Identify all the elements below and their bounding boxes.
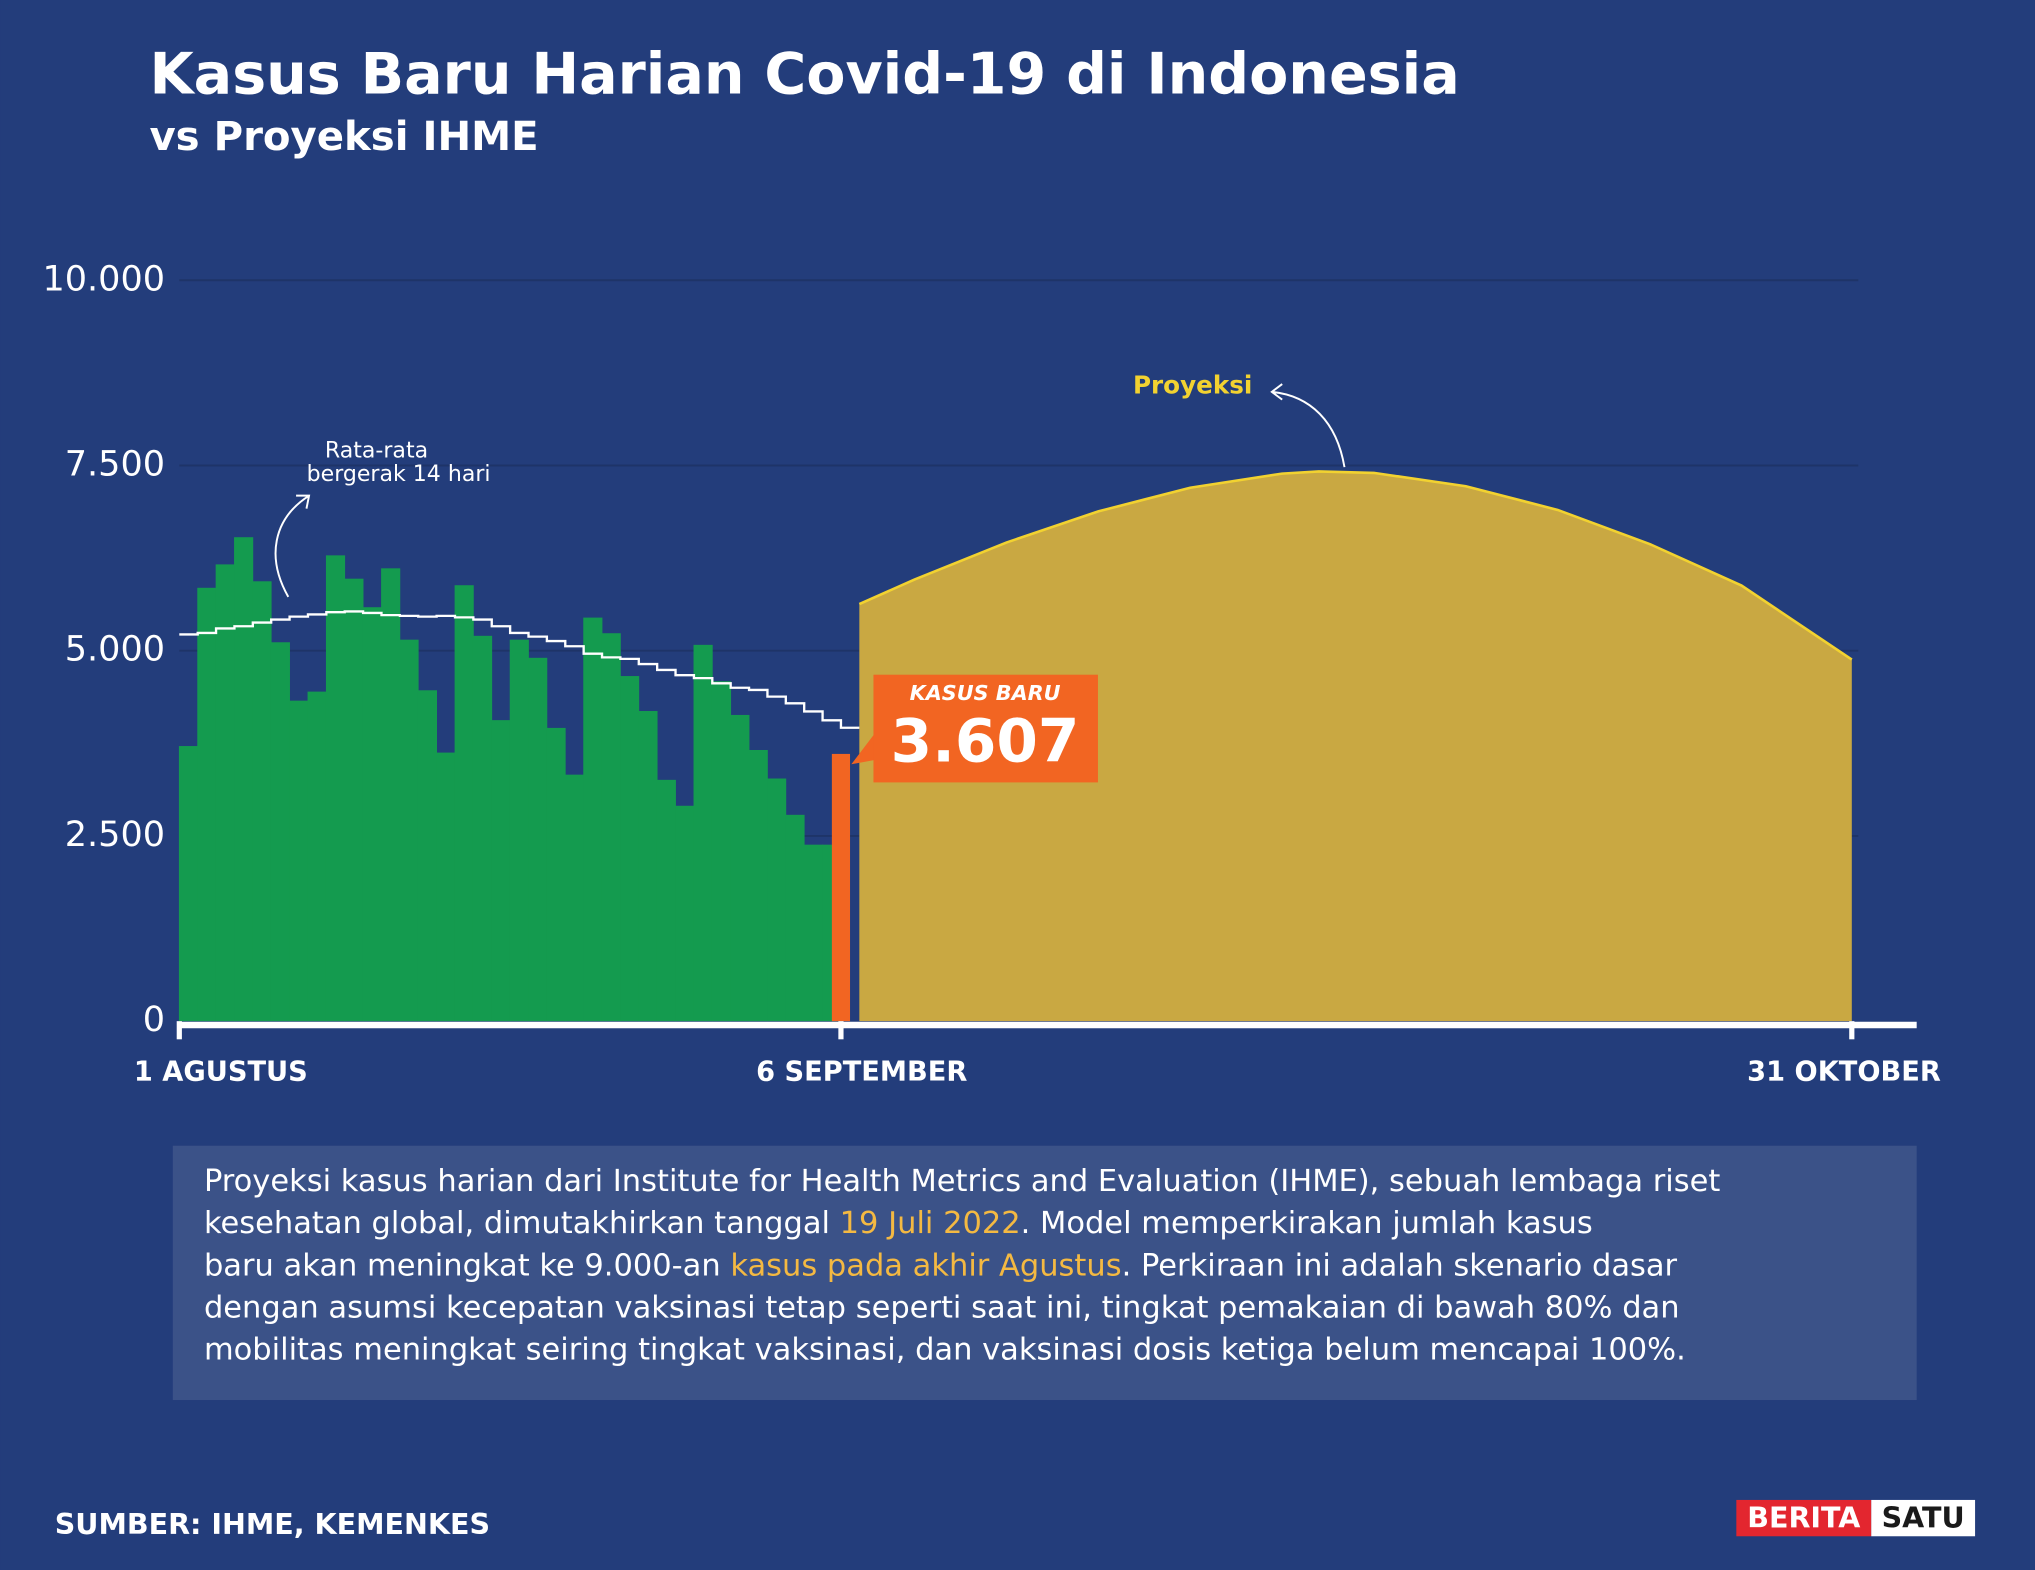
note-line: mobilitas meningkat seiring tingkat vaks… [204,1332,1686,1367]
note-line: Proyeksi kasus harian dari Institute for… [204,1164,1720,1199]
y-tick-label: 5.000 [65,629,165,670]
note-text: 19 Juli 2022 [840,1206,1021,1241]
bar [546,727,566,1022]
annotation-arrow [274,494,311,598]
bar [620,676,640,1022]
bar [583,617,603,1022]
x-tick-label: 1 AGUSTUS [134,1057,308,1088]
annotation-arrow [1270,383,1346,468]
logo-left [1736,1499,1872,1537]
note-text: dengan asumsi kecepatan vaksinasi tetap … [204,1290,1680,1325]
y-tick-label: 0 [143,999,165,1040]
logo-text: BERITA [1747,1501,1860,1534]
bar [803,844,823,1022]
logo-text: SATU [1882,1501,1965,1534]
annotation: Rata-rata [325,439,428,464]
bar [509,639,529,1022]
note-text: . Model memperkirakan jumlah kasus [1021,1206,1593,1241]
bar [234,537,254,1022]
bar [178,746,199,1022]
bar [307,691,327,1022]
bar [344,578,364,1022]
bar [656,779,676,1022]
bar [472,635,493,1022]
bar [601,633,621,1022]
bar [417,690,437,1022]
bar [748,749,768,1022]
bar [528,657,548,1022]
bar [491,720,511,1022]
bar [252,581,272,1022]
bar [638,711,658,1022]
bar [767,778,787,1022]
bar [270,642,290,1022]
annotation: bergerak 14 hari [307,462,491,487]
bar [436,752,456,1022]
x-tick-label: 31 OKTOBER [1747,1057,1941,1088]
note-text: . Perkiraan ini adalah skenario dasar [1122,1248,1678,1283]
bar [381,568,401,1022]
projection-line [858,470,1853,661]
bar [785,814,805,1022]
today-bar [831,753,851,1022]
bar [289,700,309,1022]
callout-value: 3.607 [891,707,1080,776]
note-text: kesehatan global, dimutakhirkan tanggal [204,1206,840,1241]
note-line: baru akan meningkat ke 9.000-an kasus pa… [204,1248,1678,1283]
note-text: kasus pada akhir Agustus [730,1248,1121,1283]
bar [675,805,695,1022]
annotation: Proyeksi [1133,371,1252,400]
chart-subtitle: vs Proyeksi IHME [149,114,538,160]
note-box [172,1145,1917,1401]
bar [693,644,713,1022]
note-line: dengan asumsi kecepatan vaksinasi tetap … [204,1290,1680,1325]
note-text: Proyeksi kasus harian dari Institute for… [204,1164,1720,1199]
note-text: mobilitas meningkat seiring tingkat vaks… [204,1332,1686,1367]
bar [197,587,217,1022]
bar [325,555,346,1022]
source: SUMBER: IHME, KEMENKES [55,1508,490,1541]
bar [564,774,585,1022]
y-tick-label: 7.500 [65,443,165,484]
bar [711,681,732,1022]
bar [362,607,382,1022]
note-line: kesehatan global, dimutakhirkan tanggal … [204,1206,1593,1241]
logo-right [1871,1499,1976,1537]
bar [454,585,474,1022]
y-tick-label: 10.000 [42,258,165,299]
callout-box [873,674,1098,783]
bar [730,714,750,1022]
moving-average-line [179,610,860,729]
callout-label: KASUS BARU [910,681,1061,705]
chart-title: Kasus Baru Harian Covid-19 di Indonesia [149,41,1459,107]
x-tick-label: 6 SEPTEMBER [756,1057,967,1088]
bar [399,639,419,1022]
note-text: baru akan meningkat ke 9.000-an [204,1248,730,1283]
projection-area [859,471,1852,1022]
y-tick-label: 2.500 [65,814,165,855]
bar [215,564,235,1022]
callout-pointer [851,726,880,765]
